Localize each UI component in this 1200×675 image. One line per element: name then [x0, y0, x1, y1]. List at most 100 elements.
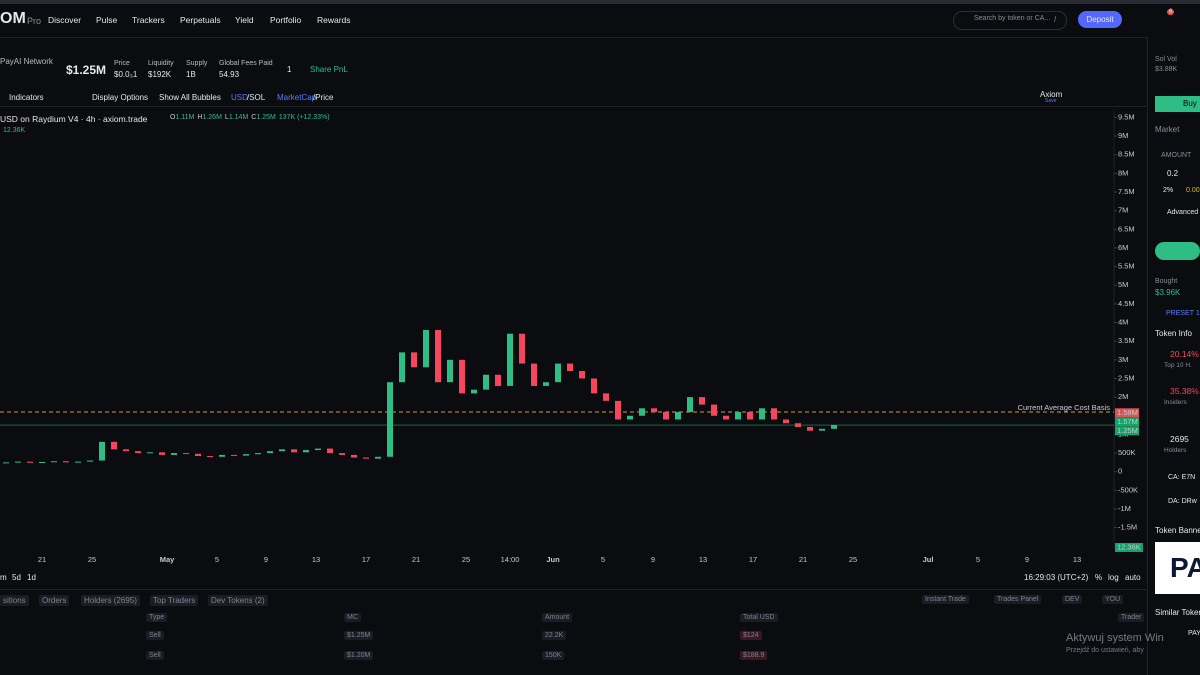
side-top2: $3.88K [1155, 66, 1178, 73]
candle [735, 412, 741, 420]
range-button[interactable]: m [0, 573, 7, 582]
nav-link[interactable]: Portfolio [270, 15, 302, 25]
buy-tab[interactable]: Buy [1155, 96, 1200, 112]
mode-price[interactable]: /Price [313, 93, 334, 102]
info-value: 20.14% [1170, 349, 1199, 359]
candle [531, 363, 537, 386]
x-tick-label: 21 [799, 555, 807, 564]
candle [699, 397, 705, 405]
candle [219, 454, 225, 457]
tab[interactable]: Top Traders [150, 595, 199, 606]
market-cap: $1.25M [66, 63, 107, 77]
logo: OM [0, 10, 26, 27]
nav-link[interactable]: Rewards [317, 15, 351, 25]
display-options[interactable]: Display Options [92, 93, 149, 102]
candle [255, 453, 261, 455]
candle [651, 408, 657, 413]
price-tag-label: 1.58M [1117, 408, 1138, 417]
candle [3, 462, 9, 464]
scale-option[interactable]: log [1108, 573, 1119, 582]
candle [591, 378, 597, 394]
table-header: Trader [1118, 613, 1145, 622]
search-placeholder[interactable]: Search by token or CA... [974, 15, 1051, 22]
tab-action[interactable]: YOU [1102, 595, 1124, 604]
range-button[interactable]: 5d [12, 573, 21, 582]
legend-ohlc: O1.11M H1.26M L1.14M C1.25M 137K (+12.33%) [170, 114, 330, 121]
tab[interactable]: sitions [0, 595, 29, 606]
x-tick-label: 14:00 [501, 555, 520, 564]
candle [615, 400, 621, 420]
amount-value: 0.2 [1167, 169, 1179, 178]
indicators[interactable]: Indicators [9, 93, 44, 102]
ohlc-change: 137K (+12.33%) [278, 114, 330, 121]
x-tick-label: 25 [88, 555, 96, 564]
candle [759, 408, 765, 420]
table-header: Type [146, 613, 168, 622]
buy-button[interactable] [1155, 242, 1200, 260]
candle [231, 454, 237, 456]
candle [579, 371, 585, 379]
nav-link[interactable]: Pulse [96, 15, 118, 25]
candle [291, 449, 297, 453]
logo-suffix: Pro [27, 16, 42, 26]
y-tick-label: 4.5M [1118, 299, 1135, 308]
scale-option[interactable]: auto [1125, 573, 1141, 582]
mode-mc[interactable]: MarketCap [277, 93, 317, 102]
price-tag-label: 1.25M [1117, 426, 1138, 435]
y-tick-label: 9M [1118, 131, 1128, 140]
x-tick-label: 13 [312, 555, 320, 564]
bought-label: Bought [1155, 278, 1178, 285]
currency-usd[interactable]: USD [231, 93, 248, 102]
divider [0, 106, 1147, 107]
divider [1147, 37, 1148, 675]
price-tag [1115, 426, 1139, 436]
search-box[interactable] [953, 11, 1067, 30]
y-tick-label: 3.5M [1118, 336, 1135, 345]
table-header: Amount [542, 613, 573, 622]
candle [423, 330, 429, 368]
banner-text: PA [1170, 552, 1200, 583]
advanced[interactable]: Advanced [1167, 209, 1199, 216]
deposit-button[interactable]: Deposit [1078, 11, 1122, 28]
candle [243, 454, 249, 456]
tab-action[interactable]: Trades Panel [994, 595, 1042, 604]
x-tick-label: 5 [215, 555, 219, 564]
y-tick-label: -500K [1118, 485, 1138, 494]
layout-name[interactable]: Axiom [1040, 90, 1063, 99]
info-value: 35.38% [1170, 386, 1199, 396]
stat-label: Liquidity [148, 60, 174, 67]
layout-save[interactable]: Save [1045, 98, 1057, 104]
tab[interactable]: Orders [39, 595, 70, 606]
tab-action[interactable]: Instant Trade [922, 595, 969, 604]
candle [15, 461, 21, 463]
stat-label: Supply [186, 60, 208, 67]
tab[interactable]: Dev Tokens (2) [208, 595, 268, 606]
x-tick-label: 5 [976, 555, 980, 564]
market-tab[interactable]: Market [1155, 125, 1180, 134]
candle [519, 333, 525, 364]
candle [771, 408, 777, 420]
candle [27, 461, 33, 463]
x-tick-label: Jul [923, 555, 934, 564]
table-cell: Sell [146, 631, 164, 640]
share-pnl[interactable]: Share PnL [310, 65, 348, 74]
nav-link[interactable]: Perpetuals [180, 15, 221, 25]
tab-action[interactable]: DEV [1062, 595, 1083, 604]
show-bubbles[interactable]: Show All Bubbles [159, 93, 221, 102]
ohlc-key: H [197, 114, 203, 121]
stat-value: $192K [148, 70, 172, 79]
y-tick-label: 2M [1118, 392, 1128, 401]
nav-link[interactable]: Trackers [132, 15, 165, 25]
range-button[interactable]: 1d [27, 573, 36, 582]
candle [183, 453, 189, 455]
nav-link[interactable]: Yield [235, 15, 254, 25]
tab[interactable]: Holders (2695) [81, 595, 140, 606]
preset[interactable]: PRESET 1 [1166, 310, 1200, 317]
x-tick-label: Jun [546, 555, 560, 564]
currency-sol[interactable]: /SOL [247, 93, 266, 102]
x-tick-label: 9 [1025, 555, 1029, 564]
candle [315, 448, 321, 451]
nav-link[interactable]: Discover [48, 15, 82, 25]
scale-option[interactable]: % [1095, 573, 1103, 582]
